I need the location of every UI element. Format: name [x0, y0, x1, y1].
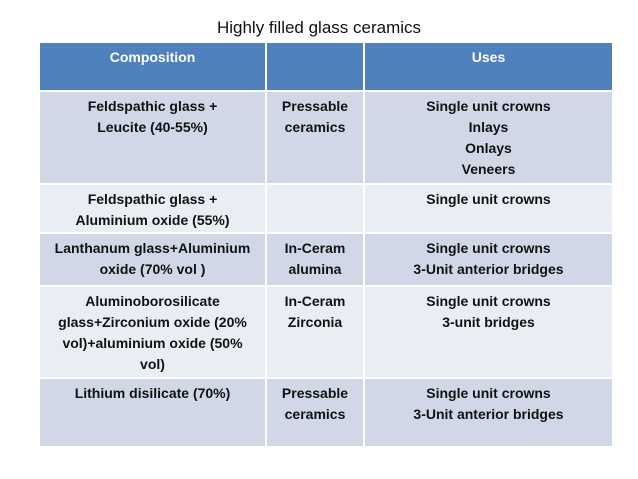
cell-line: Onlays	[465, 140, 512, 156]
table-cell: Lithium disilicate (70%)	[38, 377, 267, 448]
cell-line: alumina	[288, 261, 342, 277]
table-cell: Feldspathic glass + Leucite (40-55%)	[38, 90, 267, 185]
cell-line: Feldspathic glass +	[87, 191, 218, 207]
table-cell: Lanthanum glass+Aluminium oxide (70% vol …	[38, 232, 267, 287]
cell-line: 3-unit bridges	[442, 314, 535, 330]
cell-line: Aluminoborosilicate	[85, 293, 220, 309]
table-cell: In-Ceram alumina	[265, 232, 365, 287]
cell-line: 3-Unit anterior bridges	[413, 261, 564, 277]
cell-line: Pressable	[281, 385, 349, 401]
table-cell	[265, 41, 365, 92]
cell-line: Pressable	[281, 98, 349, 114]
cell-line: Veneers	[461, 161, 516, 177]
table-cell: Single unit crowns 3-Unit anterior bridge…	[363, 377, 614, 448]
cell-line: Single unit crowns	[426, 240, 551, 256]
cell-line: Composition	[109, 49, 196, 65]
cell-line: glass+Zirconium oxide (20%	[58, 314, 247, 330]
cell-line: oxide (70% vol )	[99, 261, 206, 277]
table-row: Lanthanum glass+Aluminium oxide (70% vol …	[38, 232, 614, 287]
cell-line: vol)	[140, 356, 165, 372]
table-cell: Aluminoborosilicate glass+Zirconium oxide…	[38, 285, 267, 379]
cell-line: Single unit crowns	[426, 98, 551, 114]
cell-line: Leucite (40-55%)	[97, 119, 208, 135]
table-cell	[265, 183, 365, 234]
cell-line: Lanthanum glass+Aluminium	[54, 240, 251, 256]
table-row: Aluminoborosilicate glass+Zirconium oxide…	[38, 285, 614, 379]
table-cell: Pressable ceramics	[265, 377, 365, 448]
cell-line: Inlays	[468, 119, 509, 135]
cell-line: In-Ceram	[284, 240, 346, 256]
cell-line: In-Ceram	[284, 293, 346, 309]
table-cell: Single unit crowns Inlays Onlays Veneers	[363, 90, 614, 185]
table-cell: Single unit crowns 3-Unit anterior bridge…	[363, 232, 614, 287]
table: Composition Uses Feldspathic glass + Leucit…	[38, 41, 614, 448]
table-cell: Single unit crowns 3-unit bridges	[363, 285, 614, 379]
table-row: Feldspathic glass + Aluminium oxide (55%)…	[38, 183, 614, 234]
table-cell: Single unit crowns	[363, 183, 614, 234]
table-cell: Uses	[363, 41, 614, 92]
table-cell: Composition	[38, 41, 267, 92]
table-row: Composition Uses	[38, 41, 614, 92]
cell-line: vol)+aluminium oxide (50%	[62, 335, 243, 351]
title: Highly filled glass ceramics	[216, 18, 422, 37]
cell-line: Lithium disilicate (70%)	[74, 385, 231, 401]
cell-line: Single unit crowns	[426, 385, 551, 401]
table-cell: In-Ceram Zirconia	[265, 285, 365, 379]
cell-line: ceramics	[284, 119, 346, 135]
cell-line: Single unit crowns	[426, 191, 551, 207]
table-cell: Feldspathic glass + Aluminium oxide (55%)	[38, 183, 267, 234]
cell-line: Uses	[471, 49, 506, 65]
cell-line: Zirconia	[287, 314, 343, 330]
table-cell: Pressable ceramics	[265, 90, 365, 185]
cell-line: 3-Unit anterior bridges	[413, 406, 564, 422]
cell-line: Single unit crowns	[426, 293, 551, 309]
cell-line: ceramics	[284, 406, 346, 422]
table-row: Lithium disilicate (70%) Pressable ceramic…	[38, 377, 614, 448]
cell-line: Aluminium oxide (55%)	[75, 212, 230, 228]
cell-line: Feldspathic glass +	[87, 98, 218, 114]
table-row: Feldspathic glass + Leucite (40-55%) Press…	[38, 90, 614, 185]
